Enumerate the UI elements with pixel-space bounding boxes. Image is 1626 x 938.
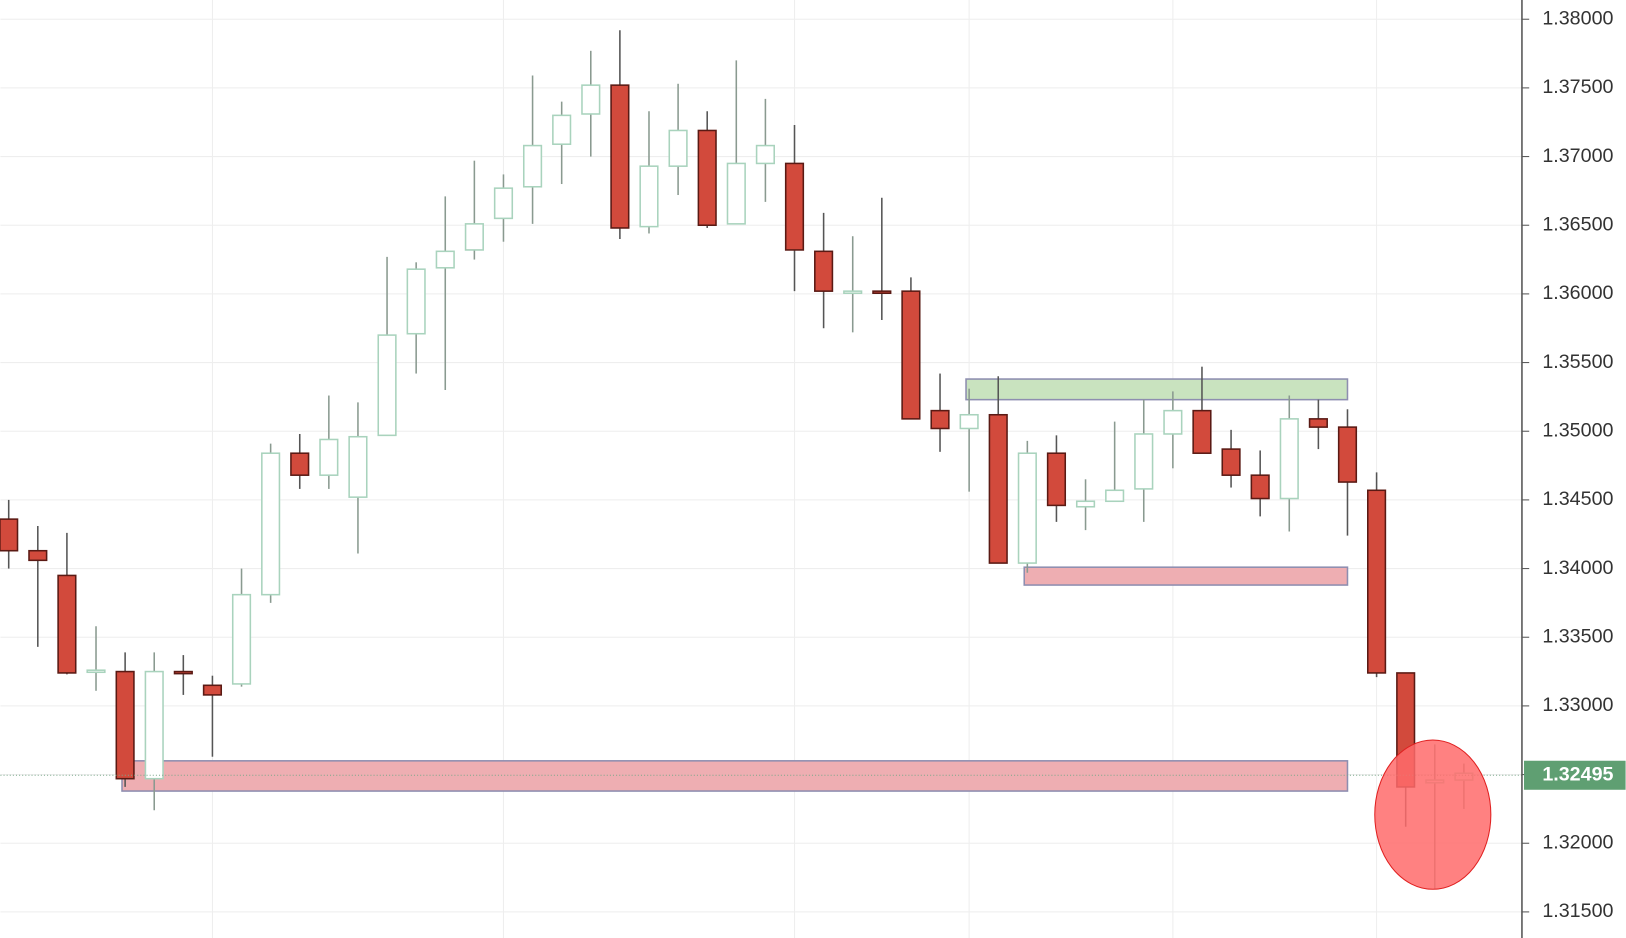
candle-body <box>1279 418 1299 500</box>
candle-body <box>1075 500 1096 508</box>
candle-body <box>901 290 921 420</box>
y-tick-label: 1.36000 <box>1542 282 1613 304</box>
candle-body <box>959 413 979 430</box>
y-tick-label: 1.37500 <box>1542 76 1613 98</box>
candle-body <box>406 268 426 335</box>
candle-body <box>319 438 339 476</box>
candle-body <box>1046 452 1067 507</box>
highlight-ellipse <box>1374 739 1492 890</box>
candle-body <box>28 549 48 562</box>
candle-body <box>1192 409 1212 454</box>
y-tick-label: 1.35500 <box>1542 351 1613 373</box>
candle-body <box>1221 448 1241 476</box>
candle-body <box>1337 426 1358 483</box>
zones <box>121 378 1349 792</box>
y-tick-label: 1.36500 <box>1542 213 1613 235</box>
candle-body <box>57 574 77 674</box>
candle-body <box>872 290 892 295</box>
y-tick-label: 1.38000 <box>1542 7 1613 29</box>
y-tick-label: 1.32000 <box>1542 831 1613 853</box>
candle-body <box>930 409 950 430</box>
candle-body <box>1134 433 1154 490</box>
candle-body <box>668 129 688 167</box>
candle-body <box>0 518 19 552</box>
last-price-label: 1.32495 <box>1542 763 1613 785</box>
zone <box>1023 566 1349 586</box>
candle-body <box>843 290 863 295</box>
last-price-box <box>1524 760 1626 790</box>
candle-body <box>1017 452 1037 564</box>
y-tick-label: 1.34500 <box>1542 488 1613 510</box>
candle-body <box>697 129 717 227</box>
candle-body <box>639 165 659 228</box>
y-tick-label: 1.37000 <box>1542 145 1613 167</box>
candle-body <box>144 670 164 780</box>
candle-body <box>202 684 223 696</box>
candle-body <box>115 670 135 780</box>
candle-body <box>1308 418 1328 428</box>
candle-body <box>348 435 368 498</box>
candle-body <box>726 162 746 225</box>
y-tick-label: 1.33500 <box>1542 625 1613 647</box>
candle-body <box>173 670 193 675</box>
price-axis: 1.315001.320001.325001.330001.335001.340… <box>1521 0 1626 938</box>
candle-body <box>290 452 310 476</box>
candle-body <box>610 84 630 229</box>
candle-body <box>231 593 252 685</box>
candle-body <box>988 413 1008 564</box>
candles <box>0 30 1522 889</box>
candle-body <box>86 669 106 674</box>
candle-body <box>1105 489 1125 503</box>
candle-body <box>464 223 484 251</box>
candle-body <box>261 452 281 596</box>
y-tick-label: 1.35000 <box>1542 419 1613 441</box>
candle-body <box>1367 489 1387 674</box>
candle-body <box>522 144 543 188</box>
y-tick-label: 1.31500 <box>1542 900 1613 922</box>
zone <box>965 378 1349 401</box>
candle-body <box>755 144 775 165</box>
y-tick-label: 1.33000 <box>1542 694 1613 716</box>
candle-body <box>493 187 514 220</box>
candle-body <box>784 162 805 251</box>
zone <box>121 760 1349 792</box>
candle-body <box>552 114 572 145</box>
candle-body <box>1250 474 1270 500</box>
y-tick-label: 1.34000 <box>1542 557 1613 579</box>
candle-body <box>377 334 397 437</box>
candle-body <box>814 250 834 292</box>
candle-body <box>435 250 455 269</box>
candle-body <box>581 84 601 115</box>
candle-body <box>1163 409 1183 435</box>
